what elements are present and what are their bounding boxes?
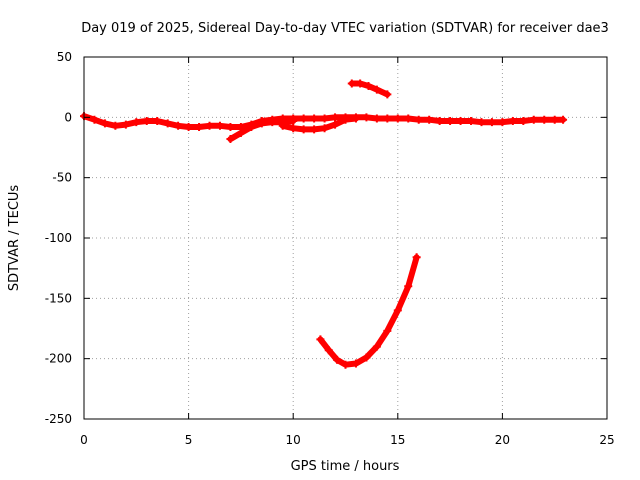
data-point	[333, 355, 342, 364]
y-tick-label: -200	[45, 352, 72, 366]
data-point	[372, 85, 381, 94]
data-point	[414, 115, 423, 124]
y-tick-label: -50	[52, 171, 72, 185]
data-point	[341, 115, 350, 124]
data-point	[226, 122, 235, 131]
data-point	[477, 118, 486, 127]
data-point	[372, 114, 381, 123]
data-series	[80, 79, 568, 369]
data-point	[111, 121, 120, 130]
y-tick-label: -250	[45, 412, 72, 426]
data-point	[299, 114, 308, 123]
series-upper-arc	[347, 79, 392, 99]
data-point	[393, 114, 402, 123]
data-point	[310, 125, 319, 134]
x-tick-label: 10	[286, 433, 301, 447]
y-tick-label: -100	[45, 231, 72, 245]
data-point	[215, 121, 224, 130]
data-point	[236, 129, 245, 138]
data-point	[364, 81, 373, 90]
data-point	[226, 135, 235, 144]
data-point	[205, 121, 214, 130]
data-point	[362, 113, 371, 122]
y-tick-label: 0	[64, 110, 72, 124]
data-point	[356, 79, 365, 88]
data-point	[393, 306, 402, 315]
data-point	[351, 114, 360, 123]
x-tick-label: 25	[599, 433, 614, 447]
data-point	[529, 115, 538, 124]
data-point	[289, 124, 298, 133]
data-point	[351, 359, 360, 368]
data-point	[310, 114, 319, 123]
data-point	[299, 125, 308, 134]
x-tick-label: 5	[185, 433, 193, 447]
y-axis-label: SDTVAR / TECUs	[7, 185, 22, 292]
data-point	[195, 122, 204, 131]
data-point	[320, 114, 329, 123]
data-point	[90, 115, 99, 124]
data-point	[519, 116, 528, 125]
data-point	[404, 114, 413, 123]
data-point	[347, 79, 356, 88]
data-point	[467, 116, 476, 125]
y-tick-label: 50	[57, 50, 72, 64]
data-point	[412, 253, 421, 262]
data-point	[508, 116, 517, 125]
data-point	[320, 124, 329, 133]
data-point	[142, 116, 151, 125]
data-point	[550, 115, 559, 124]
data-point	[257, 119, 266, 128]
data-point	[153, 116, 162, 125]
data-point	[331, 113, 340, 122]
data-point	[324, 346, 333, 355]
data-point	[268, 118, 277, 127]
data-point	[372, 342, 381, 351]
data-point	[163, 119, 172, 128]
x-tick-label: 20	[495, 433, 510, 447]
data-point	[404, 282, 413, 291]
data-point	[121, 120, 130, 129]
data-point	[435, 116, 444, 125]
x-axis-label: GPS time / hours	[291, 459, 400, 474]
data-point	[100, 119, 109, 128]
data-point	[331, 120, 340, 129]
x-tick-label: 15	[390, 433, 405, 447]
data-point	[383, 90, 392, 99]
data-point	[132, 118, 141, 127]
data-point	[456, 116, 465, 125]
data-point	[362, 353, 371, 362]
series-main-trace	[80, 112, 568, 131]
data-point	[184, 122, 193, 131]
chart-title: Day 019 of 2025, Sidereal Day-to-day VTE…	[81, 21, 609, 36]
y-tick-label: -150	[45, 291, 72, 305]
series-lower-arc	[316, 253, 421, 369]
data-point	[278, 121, 287, 130]
data-point	[498, 118, 507, 127]
data-point	[316, 335, 325, 344]
data-point	[383, 326, 392, 335]
axis-ticks: 0 5 10 15 20 25 50 0 -50 -100 -150 -200 -250	[45, 50, 615, 447]
data-point	[446, 116, 455, 125]
data-point	[540, 115, 549, 124]
series-dip	[278, 114, 360, 134]
x-tick-label: 0	[80, 433, 88, 447]
data-point	[289, 116, 298, 125]
data-point	[174, 121, 183, 130]
data-point	[425, 115, 434, 124]
data-point	[559, 115, 568, 124]
data-point	[383, 114, 392, 123]
data-point	[487, 118, 496, 127]
data-point	[247, 122, 256, 131]
data-point	[341, 360, 350, 369]
